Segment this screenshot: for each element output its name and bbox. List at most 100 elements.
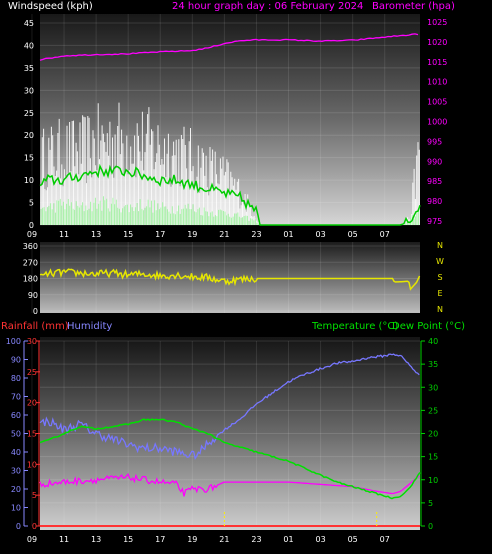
- humidity-y-axis: 0 10 20 30 40 50 60 70 80 90 100: [6, 337, 28, 531]
- rain-tick-label-6: 30: [27, 337, 37, 346]
- rain-axis-label: Rainfall (mm): [1, 321, 69, 332]
- series-temperature: [39, 418, 421, 500]
- x-tick-label-1: 13: [91, 230, 101, 239]
- rain-tick-label-4: 20: [27, 399, 37, 408]
- wind-tick-label-7: 35: [24, 64, 34, 73]
- compass-label-s-2: S: [437, 273, 442, 282]
- baro-tick-label-3: 990: [427, 157, 442, 166]
- x-tick-label-7: 01: [283, 230, 293, 239]
- x-tick-label-0: 11: [59, 230, 69, 239]
- barometer-axis-label: Barometer (hpa): [372, 1, 455, 12]
- x-tick-label-6: 23: [251, 230, 261, 239]
- rain-tick-label-0: 0: [32, 522, 37, 531]
- temperature-tick-label-4: 20: [428, 430, 438, 439]
- compass-label-w-1: W: [436, 257, 444, 266]
- humidity-tick-label-2: 20: [11, 485, 21, 494]
- wind-tick-label-0: 0: [29, 221, 34, 230]
- wind-y-axis: 0 5 10 15 20 25 30 35 40 45: [24, 19, 34, 230]
- humidity-tick-label-3: 30: [11, 467, 21, 476]
- x-tick-label-4: 19: [187, 230, 197, 239]
- series-wind-lull: [40, 196, 420, 225]
- x-tick-label-4: 19: [187, 535, 197, 544]
- humidity-tick-label-1: 10: [11, 504, 21, 513]
- wind-tick-label-3: 15: [24, 154, 34, 163]
- x-tick-label-7: 01: [283, 535, 293, 544]
- wind-tick-label-2: 10: [24, 176, 34, 185]
- series-wind-direction: [39, 268, 421, 291]
- dewpoint-axis-label: Dew Point (°C): [392, 321, 465, 332]
- temperature-panel-background: [40, 337, 420, 530]
- baro-tick-label-6: 1005: [427, 98, 447, 107]
- baro-tick-label-1: 980: [427, 197, 442, 206]
- temperature-tick-label-1: 5: [428, 499, 433, 508]
- rain-tick-label-2: 10: [27, 460, 37, 469]
- barometer-y-axis: 975 980 985 990 995 1000 1005 1010 1015 1020 1025: [427, 18, 447, 226]
- temperature-tick-label-6: 30: [428, 383, 438, 392]
- wind-panel-series: [39, 33, 421, 226]
- temperature-tick-label-0: 0: [428, 522, 433, 531]
- baro-tick-label-4: 995: [427, 137, 442, 146]
- series-barometer: [39, 33, 419, 61]
- x-tick-label-8: 03: [315, 535, 325, 544]
- series-windspeed-avg: [39, 163, 421, 226]
- temperature-tick-label-8: 40: [428, 337, 438, 346]
- humidity-tick-label-7: 70: [11, 393, 21, 402]
- x-tick-label-0: 11: [59, 535, 69, 544]
- direction-tick-label-3: 90: [28, 291, 38, 300]
- series-humidity: [39, 353, 420, 461]
- rain-tick-label-1: 5: [32, 491, 37, 500]
- wind-tick-label-5: 25: [24, 109, 34, 118]
- baro-tick-label-9: 1020: [427, 38, 447, 47]
- chart-title: 24 hour graph day : 06 February 2024: [172, 1, 363, 12]
- compass-label-n-4: N: [437, 305, 443, 314]
- rain-tick-label-3: 15: [27, 430, 37, 439]
- baro-tick-label-10: 1025: [427, 18, 447, 27]
- wind-tick-label-9: 45: [24, 19, 34, 28]
- compass-label-n-0: N: [437, 241, 443, 250]
- temperature-x-axis: 11 13 15 17 19 21 23 01 03 05 07 09: [27, 535, 390, 544]
- baro-tick-label-5: 1000: [427, 117, 447, 126]
- temperature-tick-label-7: 35: [428, 360, 438, 369]
- humidity-tick-label-5: 50: [11, 430, 21, 439]
- wind-tick-label-4: 20: [24, 131, 34, 140]
- humidity-tick-label-4: 40: [11, 448, 21, 457]
- x-tick-label-3: 17: [155, 230, 165, 239]
- direction-panel-background: [40, 242, 420, 313]
- direction-tick-label-2: 180: [23, 275, 38, 284]
- x-tick-label-5: 21: [219, 535, 229, 544]
- direction-panel-series: [39, 268, 421, 291]
- x-tick-label-2: 15: [123, 535, 133, 544]
- wind-tick-label-8: 40: [24, 41, 34, 50]
- x-tick-label-11: 09: [27, 230, 37, 239]
- temperature-panel-grid: [31, 340, 420, 527]
- x-tick-label-5: 21: [219, 230, 229, 239]
- x-tick-label-11: 09: [27, 535, 37, 544]
- temperature-panel-series: [39, 353, 421, 527]
- wind-tick-label-6: 30: [24, 86, 34, 95]
- direction-tick-label-4: 0: [33, 307, 38, 316]
- x-tick-label-10: 07: [380, 230, 390, 239]
- baro-tick-label-7: 1010: [427, 78, 447, 87]
- direction-tick-label-0: 360: [23, 242, 38, 251]
- temperature-tick-label-3: 15: [428, 453, 438, 462]
- humidity-tick-label-10: 100: [6, 337, 21, 346]
- baro-tick-label-0: 975: [427, 217, 442, 226]
- x-tick-label-9: 05: [348, 535, 358, 544]
- wind-tick-label-1: 5: [29, 199, 34, 208]
- x-tick-label-2: 15: [123, 230, 133, 239]
- rain-tick-label-5: 25: [27, 368, 37, 377]
- rain-y-axis: 0 5 10 15 20 25 30: [27, 337, 40, 531]
- x-tick-label-9: 05: [348, 230, 358, 239]
- compass-label-e-3: E: [437, 289, 442, 298]
- x-tick-label-1: 13: [91, 535, 101, 544]
- x-tick-label-3: 17: [155, 535, 165, 544]
- direction-tick-label-1: 270: [23, 258, 38, 267]
- temperature-axis-label: Temperature (°C): [311, 321, 398, 332]
- humidity-axis-label: Humidity: [67, 321, 112, 332]
- wind-axis-label: Windspeed (kph): [8, 1, 93, 12]
- x-tick-label-8: 03: [315, 230, 325, 239]
- baro-tick-label-2: 985: [427, 177, 442, 186]
- x-tick-label-6: 23: [251, 535, 261, 544]
